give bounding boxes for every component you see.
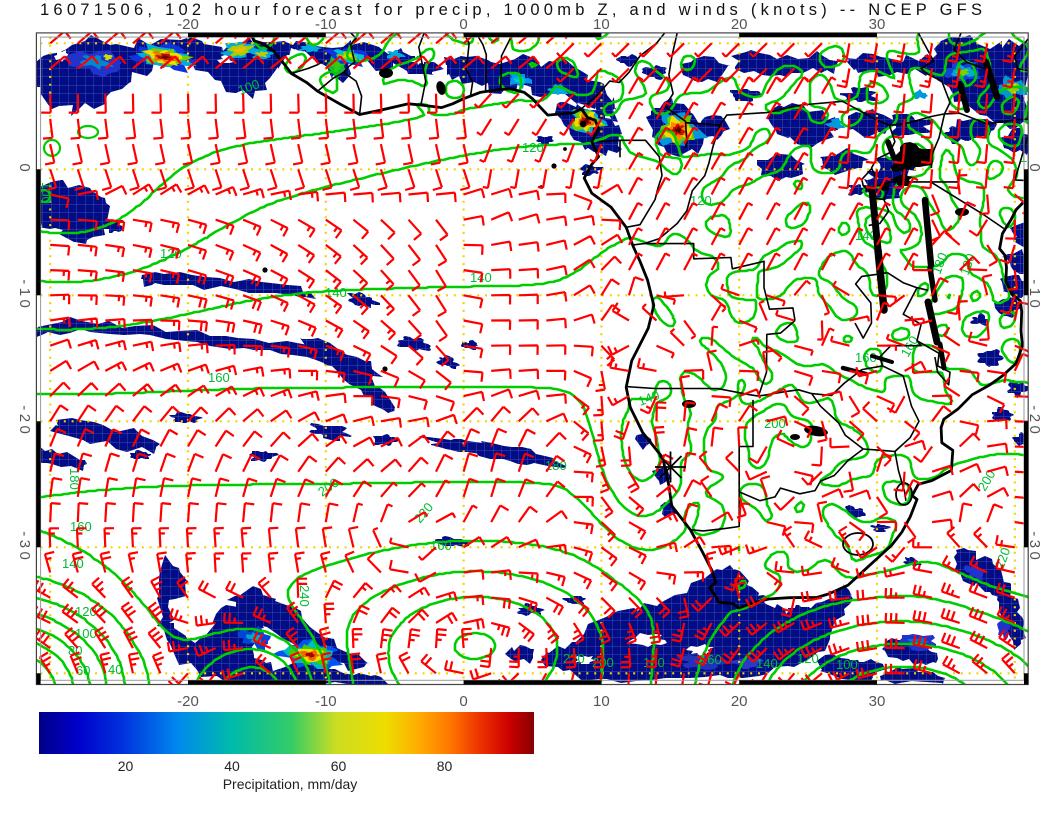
svg-text:140: 140 (756, 656, 778, 671)
svg-text:0: 0 (16, 163, 33, 175)
svg-text:-20: -20 (1026, 405, 1043, 437)
svg-text:120: 120 (75, 604, 97, 619)
svg-text:-10: -10 (315, 16, 337, 33)
svg-text:140: 140 (325, 285, 347, 300)
svg-text:100: 100 (836, 657, 858, 672)
svg-text:160: 160 (70, 519, 92, 534)
svg-text:-10: -10 (315, 693, 337, 710)
svg-text:0: 0 (459, 16, 467, 33)
svg-text:-20: -20 (177, 16, 199, 33)
svg-text:40: 40 (108, 662, 122, 677)
svg-text:16071506, 102 hour forecast fo: 16071506, 102 hour forecast for precip, … (40, 1, 986, 19)
svg-text:0: 0 (1026, 163, 1043, 175)
svg-text:120: 120 (522, 140, 544, 155)
svg-text:140: 140 (636, 387, 662, 409)
svg-text:240: 240 (297, 585, 312, 607)
svg-text:180: 180 (929, 251, 951, 277)
svg-text:160: 160 (208, 370, 230, 385)
svg-text:100: 100 (75, 626, 97, 641)
svg-text:10: 10 (593, 16, 610, 33)
svg-text:120: 120 (797, 651, 819, 666)
svg-text:140: 140 (62, 556, 84, 571)
svg-text:0: 0 (459, 693, 467, 710)
svg-text:20: 20 (731, 16, 748, 33)
svg-text:40: 40 (224, 758, 240, 774)
svg-text:10: 10 (593, 693, 610, 710)
svg-text:30: 30 (869, 693, 886, 710)
svg-text:-10: -10 (16, 279, 33, 311)
svg-text:30: 30 (869, 16, 886, 33)
svg-text:180: 180 (67, 468, 82, 490)
svg-text:60: 60 (76, 663, 90, 678)
svg-text:100: 100 (236, 76, 262, 98)
svg-text:-30: -30 (16, 531, 33, 563)
svg-text:160: 160 (855, 350, 877, 365)
svg-text:20: 20 (731, 693, 748, 710)
svg-text:140: 140 (855, 228, 877, 243)
svg-text:Precipitation, mm/day: Precipitation, mm/day (223, 776, 358, 792)
svg-text:-20: -20 (177, 693, 199, 710)
svg-text:80: 80 (437, 758, 453, 774)
svg-text:120: 120 (690, 193, 712, 208)
svg-text:20: 20 (118, 758, 134, 774)
svg-text:-10: -10 (1026, 279, 1043, 311)
svg-text:60: 60 (331, 758, 347, 774)
svg-text:100: 100 (39, 182, 54, 204)
svg-text:-20: -20 (16, 405, 33, 437)
svg-text:-30: -30 (1026, 531, 1043, 563)
svg-text:180: 180 (545, 458, 567, 473)
